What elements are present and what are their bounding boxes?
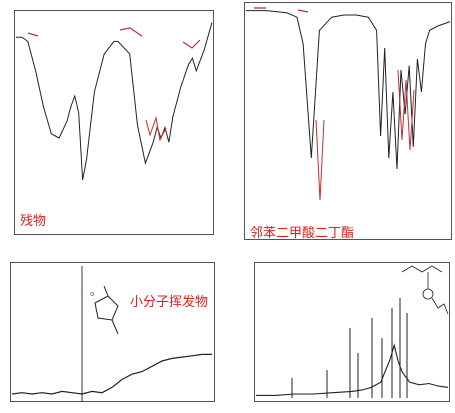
peak-spikes bbox=[291, 298, 408, 398]
plot-frame bbox=[254, 262, 450, 402]
panel-residue: 残物 bbox=[0, 0, 220, 250]
panel-volatile: o 小分子挥发物 bbox=[0, 258, 220, 413]
series-line-marked bbox=[119, 27, 143, 37]
spectrum-phthalate bbox=[246, 7, 451, 201]
series-line-marked bbox=[397, 69, 415, 151]
plot-frame bbox=[244, 2, 452, 240]
label-volatile: 小分子挥发物 bbox=[130, 295, 209, 310]
plot-frame bbox=[14, 10, 214, 235]
series-line-marked bbox=[182, 39, 201, 49]
chromatogram-bottom-right bbox=[256, 265, 449, 398]
series-line-marked bbox=[145, 116, 167, 142]
series-line-marked bbox=[27, 32, 39, 37]
chromatogram-volatile: o bbox=[11, 266, 212, 402]
molecule-drawing bbox=[401, 265, 449, 315]
label-phthalate: 邻苯二甲酸二丁酯 bbox=[250, 226, 355, 241]
label-residue: 残物 bbox=[20, 214, 47, 229]
series-line bbox=[256, 343, 449, 396]
series-line-marked bbox=[297, 9, 309, 13]
series-line bbox=[246, 10, 451, 170]
svg-text:o: o bbox=[90, 290, 94, 298]
series-line bbox=[16, 22, 213, 181]
panel-bottom-right bbox=[232, 258, 455, 413]
panel-phthalate: 邻苯二甲酸二丁酯 bbox=[238, 0, 455, 255]
plot-frame bbox=[10, 262, 215, 402]
series-line bbox=[11, 353, 212, 395]
molecule-drawing: o bbox=[90, 285, 119, 335]
spectrum-residue bbox=[16, 22, 213, 181]
series-line-marked bbox=[315, 119, 325, 201]
